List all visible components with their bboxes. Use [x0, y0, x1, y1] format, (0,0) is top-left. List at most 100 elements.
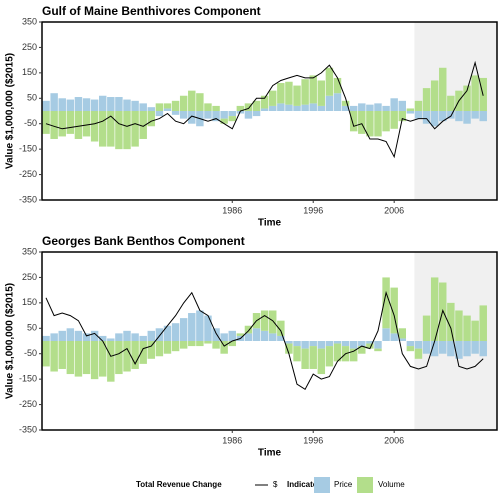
bar	[471, 75, 479, 111]
bar	[90, 111, 99, 142]
bar	[285, 81, 293, 105]
bar	[107, 111, 115, 147]
bar	[260, 95, 269, 109]
bar	[455, 310, 463, 341]
y-axis-label: Value $1,000,000 ($2015)	[5, 283, 16, 399]
bar	[341, 341, 350, 347]
bar	[123, 99, 131, 111]
x-tick-label: 1996	[303, 205, 323, 215]
bar	[131, 111, 139, 147]
bar	[163, 341, 172, 354]
bar	[74, 330, 83, 341]
bar	[42, 100, 50, 111]
x-tick-label: 2006	[384, 435, 404, 445]
bar	[269, 333, 277, 341]
bar	[349, 348, 358, 362]
x-tick-label: 1986	[222, 435, 242, 445]
bar	[358, 341, 366, 347]
bar	[366, 104, 374, 111]
bar	[155, 341, 164, 357]
bar	[163, 325, 172, 341]
bar	[244, 111, 253, 119]
legend-label: Price	[334, 480, 353, 489]
x-axis-label: Time	[258, 448, 282, 459]
bar	[98, 111, 107, 147]
x-tick-label: 2006	[384, 205, 404, 215]
y-tick-label: -50	[24, 118, 37, 128]
bar	[212, 105, 220, 111]
bar	[422, 88, 431, 111]
bar	[155, 103, 164, 111]
bar	[188, 111, 196, 124]
bar	[309, 75, 317, 104]
bar	[82, 111, 91, 137]
bar	[58, 111, 66, 137]
bar	[58, 341, 66, 369]
bar	[252, 100, 261, 111]
bar	[447, 341, 455, 357]
y-tick-label: 350	[22, 246, 37, 256]
bar	[447, 95, 455, 111]
bar	[196, 310, 204, 341]
bar	[179, 318, 188, 341]
bar	[269, 90, 277, 106]
bar	[390, 98, 398, 111]
bar	[358, 346, 366, 354]
bar	[285, 104, 293, 111]
bar	[374, 103, 382, 111]
bar	[301, 79, 309, 105]
bar	[414, 348, 423, 359]
bar	[285, 341, 293, 344]
bar	[131, 341, 139, 369]
y-tick-label: 250	[22, 42, 37, 52]
bar	[220, 333, 228, 341]
bar	[430, 80, 439, 111]
bar	[277, 335, 285, 341]
bar	[212, 341, 220, 349]
bar	[398, 338, 406, 341]
bar	[317, 341, 326, 349]
bar	[398, 100, 406, 111]
bar	[382, 328, 390, 341]
bar	[309, 341, 317, 347]
bar	[293, 85, 301, 106]
bar	[309, 346, 317, 369]
bar	[260, 108, 269, 111]
bar	[406, 108, 415, 111]
legend-title: Total Revenue Change	[136, 480, 222, 489]
bar	[244, 333, 253, 341]
bar	[147, 107, 156, 111]
bar	[163, 108, 172, 111]
bar	[422, 111, 431, 124]
bar	[325, 346, 334, 367]
bar	[479, 341, 487, 357]
bar	[349, 111, 358, 132]
bar	[455, 111, 463, 122]
bar	[406, 346, 415, 352]
bar	[333, 93, 342, 111]
bar	[107, 341, 115, 382]
bar	[42, 111, 50, 134]
bar	[204, 111, 212, 119]
bar	[455, 341, 463, 359]
bar	[325, 341, 334, 347]
bar	[341, 105, 350, 111]
bar	[155, 328, 164, 341]
bar	[123, 330, 131, 341]
bar	[66, 99, 75, 111]
bar	[66, 111, 75, 134]
bar	[293, 341, 301, 347]
bar	[139, 335, 147, 341]
y-tick-label: 250	[22, 272, 37, 282]
bar	[252, 328, 261, 341]
bar	[374, 111, 382, 137]
panel-title: Gulf of Maine Benthivores Component	[42, 4, 261, 18]
bar	[244, 325, 253, 334]
bar	[90, 341, 99, 380]
bar	[58, 98, 66, 111]
bar	[212, 328, 220, 341]
bar	[463, 315, 471, 341]
y-axis-label: Value $1,000,000 ($2015)	[5, 53, 16, 169]
bar	[382, 277, 390, 329]
legend-swatch	[357, 477, 373, 493]
